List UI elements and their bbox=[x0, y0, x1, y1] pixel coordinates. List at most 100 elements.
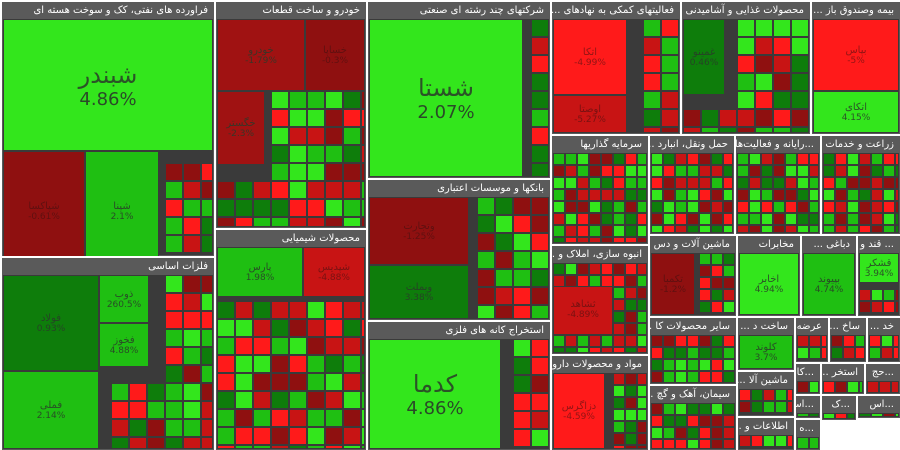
filler-tile[interactable] bbox=[625, 263, 637, 275]
filler-tile[interactable] bbox=[325, 181, 343, 199]
filler-tile[interactable] bbox=[343, 109, 361, 127]
filler-tile[interactable] bbox=[835, 213, 847, 225]
sector-title[interactable]: فلزات اساسی bbox=[148, 261, 208, 272]
filler-tile[interactable] bbox=[565, 201, 577, 213]
filler-tile[interactable] bbox=[531, 251, 549, 269]
filler-tile[interactable] bbox=[773, 109, 791, 127]
filler-tile[interactable] bbox=[271, 301, 289, 319]
filler-tile[interactable] bbox=[111, 383, 129, 401]
filler-tile[interactable] bbox=[625, 323, 637, 335]
filler-tile[interactable] bbox=[601, 189, 613, 201]
filler-tile[interactable] bbox=[701, 109, 719, 127]
filler-tile[interactable] bbox=[687, 335, 699, 347]
filler-tile[interactable] bbox=[325, 217, 343, 227]
filler-tile[interactable] bbox=[307, 409, 325, 427]
filler-tile[interactable] bbox=[111, 437, 129, 449]
filler-tile[interactable] bbox=[711, 415, 723, 427]
filler-tile[interactable] bbox=[129, 437, 147, 449]
filler-tile[interactable] bbox=[699, 213, 711, 225]
filler-tile[interactable] bbox=[183, 253, 201, 255]
sector-title[interactable]: دباغی ... bbox=[813, 239, 850, 250]
filler-tile[interactable] bbox=[165, 329, 183, 347]
filler-tile[interactable] bbox=[847, 165, 859, 177]
filler-tile[interactable] bbox=[477, 215, 495, 233]
filler-tile[interactable] bbox=[289, 217, 307, 227]
filler-tile[interactable] bbox=[699, 277, 711, 289]
filler-tile[interactable] bbox=[343, 199, 361, 217]
filler-tile[interactable] bbox=[895, 413, 899, 417]
stock-tile[interactable]: فخوز 4.88% bbox=[99, 323, 149, 367]
filler-tile[interactable] bbox=[809, 225, 819, 233]
filler-tile[interactable] bbox=[589, 237, 601, 243]
filler-tile[interactable] bbox=[553, 347, 565, 353]
filler-tile[interactable] bbox=[613, 409, 625, 421]
filler-tile[interactable] bbox=[869, 347, 881, 359]
stock-tile[interactable]: شپدیس -4.88% bbox=[303, 247, 365, 297]
filler-tile[interactable] bbox=[749, 201, 761, 213]
filler-tile[interactable] bbox=[531, 269, 549, 287]
filler-tile[interactable] bbox=[763, 413, 775, 415]
filler-tile[interactable] bbox=[147, 419, 165, 437]
filler-tile[interactable] bbox=[895, 313, 899, 315]
filler-tile[interactable] bbox=[271, 409, 289, 427]
filler-tile[interactable] bbox=[711, 265, 723, 277]
filler-tile[interactable] bbox=[749, 225, 761, 233]
filler-tile[interactable] bbox=[859, 225, 871, 233]
sector-title[interactable]: خد ... bbox=[869, 321, 894, 332]
filler-tile[interactable] bbox=[625, 201, 637, 213]
filler-tile[interactable] bbox=[253, 427, 271, 445]
filler-tile[interactable] bbox=[513, 197, 531, 215]
filler-tile[interactable] bbox=[165, 253, 183, 255]
filler-tile[interactable] bbox=[859, 201, 871, 213]
filler-tile[interactable] bbox=[711, 403, 723, 415]
filler-tile[interactable] bbox=[651, 439, 663, 449]
filler-tile[interactable] bbox=[773, 73, 791, 91]
filler-tile[interactable] bbox=[881, 359, 893, 361]
filler-tile[interactable] bbox=[361, 181, 365, 199]
filler-tile[interactable] bbox=[325, 163, 343, 181]
filler-tile[interactable] bbox=[129, 419, 147, 437]
filler-tile[interactable] bbox=[625, 237, 637, 243]
filler-tile[interactable] bbox=[895, 177, 899, 189]
filler-tile[interactable] bbox=[867, 381, 879, 393]
filler-tile[interactable] bbox=[271, 391, 289, 409]
filler-tile[interactable] bbox=[531, 215, 549, 233]
filler-tile[interactable] bbox=[683, 127, 701, 133]
filler-tile[interactable] bbox=[675, 153, 687, 165]
filler-tile[interactable] bbox=[625, 153, 637, 165]
filler-tile[interactable] bbox=[847, 177, 859, 189]
sector-title[interactable]: ماشین آلا ... bbox=[738, 375, 788, 386]
filler-tile[interactable] bbox=[651, 371, 663, 383]
filler-tile[interactable] bbox=[495, 287, 513, 305]
filler-tile[interactable] bbox=[183, 419, 201, 437]
filler-tile[interactable] bbox=[895, 189, 899, 201]
filler-tile[interactable] bbox=[723, 253, 735, 265]
filler-tile[interactable] bbox=[739, 435, 751, 447]
filler-tile[interactable] bbox=[325, 355, 343, 373]
filler-tile[interactable] bbox=[675, 347, 687, 359]
filler-tile[interactable] bbox=[613, 275, 625, 287]
filler-tile[interactable] bbox=[785, 189, 797, 201]
stock-tile[interactable]: شبندر 4.86% bbox=[3, 19, 213, 151]
sector-title[interactable]: زراعت و خدمات ... bbox=[822, 139, 894, 150]
filler-tile[interactable] bbox=[663, 225, 675, 233]
filler-tile[interactable] bbox=[699, 177, 711, 189]
filler-tile[interactable] bbox=[737, 127, 755, 133]
filler-tile[interactable] bbox=[773, 165, 785, 177]
filler-tile[interactable] bbox=[613, 397, 625, 409]
filler-tile[interactable] bbox=[687, 359, 699, 371]
filler-tile[interactable] bbox=[289, 391, 307, 409]
filler-tile[interactable] bbox=[723, 153, 733, 165]
filler-tile[interactable] bbox=[723, 359, 735, 371]
filler-tile[interactable] bbox=[637, 263, 647, 275]
filler-tile[interactable] bbox=[361, 145, 365, 163]
filler-tile[interactable] bbox=[651, 347, 663, 359]
filler-tile[interactable] bbox=[755, 91, 773, 109]
filler-tile[interactable] bbox=[271, 109, 289, 127]
filler-tile[interactable] bbox=[513, 339, 531, 357]
filler-tile[interactable] bbox=[699, 403, 711, 415]
filler-tile[interactable] bbox=[773, 91, 791, 109]
filler-tile[interactable] bbox=[643, 73, 661, 91]
filler-tile[interactable] bbox=[749, 153, 761, 165]
filler-tile[interactable] bbox=[699, 265, 711, 277]
